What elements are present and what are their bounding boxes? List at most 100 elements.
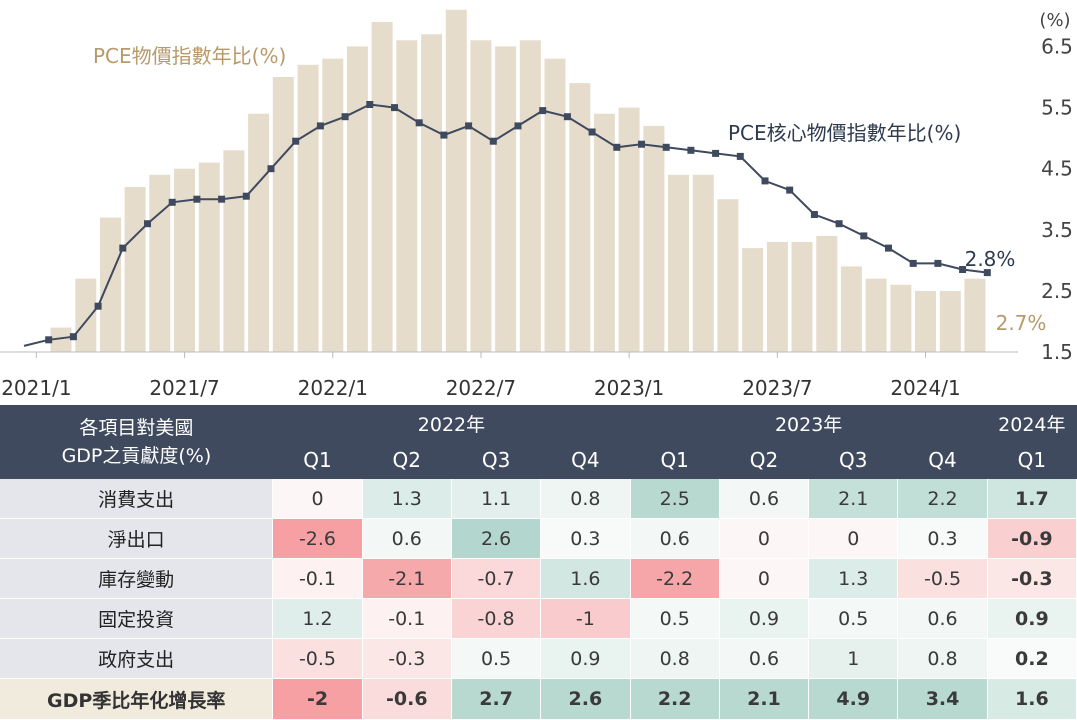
table-cell: -0.6 bbox=[362, 678, 452, 720]
table-cell: 2.5 bbox=[630, 479, 720, 519]
line-point-25 bbox=[638, 140, 645, 148]
table-cell: 2.2 bbox=[630, 678, 720, 720]
bar-5 bbox=[149, 174, 171, 352]
table-cell: 3.4 bbox=[897, 678, 988, 720]
bar-7 bbox=[198, 162, 220, 352]
quarter-header: Q1 bbox=[630, 441, 720, 479]
x-tick-label: 2021/7 bbox=[149, 376, 219, 400]
bar-8 bbox=[223, 150, 245, 352]
table-row: GDP季比年化增長率 -2 -0.6 2.7 2.6 2.2 2.1 4.9 3.4 1.6 bbox=[0, 678, 1077, 720]
row-label: GDP季比年化增長率 bbox=[0, 678, 274, 720]
bar-9 bbox=[248, 113, 270, 352]
table-cell: -0.9 bbox=[987, 518, 1077, 559]
bar-20 bbox=[519, 40, 541, 353]
line-point-28 bbox=[712, 149, 720, 157]
line-point-27 bbox=[687, 146, 695, 154]
row-label: 政府支出 bbox=[0, 638, 274, 679]
line-point-10 bbox=[267, 165, 275, 173]
core-pce-line bbox=[23, 103, 988, 347]
table-cell: 0 bbox=[272, 479, 363, 519]
quarter-header: Q2 bbox=[362, 441, 452, 479]
line-point-14 bbox=[366, 101, 374, 108]
table-cell: 2.6 bbox=[540, 678, 631, 720]
x-tick-label: 2021/1 bbox=[1, 376, 71, 400]
line-point-34 bbox=[860, 232, 868, 240]
table-row: 庫存變動 -0.1 -2.1 -0.7 1.6 -2.2 0 1.3 -0.5 -0.3 bbox=[0, 558, 1077, 599]
line-point-8 bbox=[218, 195, 226, 203]
bar-25 bbox=[643, 125, 665, 353]
row-label: 淨出口 bbox=[0, 518, 274, 559]
bar-19 bbox=[495, 46, 517, 353]
table-cell: 0.2 bbox=[987, 638, 1077, 679]
line-point-15 bbox=[391, 104, 398, 112]
table-cell: 0.5 bbox=[451, 638, 542, 679]
bar-26 bbox=[668, 174, 689, 352]
line-series-label: PCE核心物價指數年比(%) bbox=[728, 121, 961, 145]
table-cell: -0.1 bbox=[362, 598, 452, 639]
y-tick-label: 4.5 bbox=[1041, 157, 1073, 181]
table-cell: 1.7 bbox=[987, 479, 1077, 519]
bar-series-pce bbox=[50, 9, 986, 353]
line-point-16 bbox=[415, 119, 423, 127]
line-point-33 bbox=[835, 220, 843, 228]
line-series-core-pce bbox=[23, 101, 991, 347]
table-cell: 2.1 bbox=[808, 479, 899, 519]
table-cell: 0.6 bbox=[362, 518, 452, 559]
table-cell: 0.6 bbox=[719, 479, 810, 519]
bar-21 bbox=[544, 58, 566, 352]
bar-13 bbox=[346, 46, 368, 353]
bar-11 bbox=[297, 64, 319, 353]
table-cell: 0 bbox=[719, 558, 810, 599]
bar-15 bbox=[396, 40, 418, 353]
row-label: 固定投資 bbox=[0, 598, 274, 639]
bar-14 bbox=[371, 22, 393, 352]
line-point-26 bbox=[662, 143, 670, 151]
table-cell: 1.3 bbox=[362, 479, 452, 519]
line-point-17 bbox=[440, 131, 448, 139]
line-end-label: 2.8% bbox=[965, 247, 1016, 271]
row-label: 庫存變動 bbox=[0, 558, 274, 599]
bar-36 bbox=[915, 290, 936, 352]
line-point-13 bbox=[341, 113, 349, 121]
table-row: 淨出口 -2.6 0.6 2.6 0.3 0.6 0 0 0.3 -0.9 bbox=[0, 518, 1077, 559]
pce-chart: 6.55.54.53.52.51.5 2021/1 2021/7 2022/1 202… bbox=[0, 9, 1073, 400]
y-tick-label: 6.5 bbox=[1041, 34, 1073, 58]
table-cell: -0.5 bbox=[897, 558, 988, 599]
table-cell: 0.9 bbox=[540, 638, 631, 679]
line-point-19 bbox=[489, 137, 497, 145]
bar-22 bbox=[569, 83, 591, 352]
table-cell: 0.9 bbox=[987, 598, 1077, 639]
quarter-header: Q3 bbox=[808, 441, 898, 479]
bar-28 bbox=[717, 199, 739, 352]
table-corner-label: 各項目對美國 GDP之貢獻度(%) bbox=[0, 405, 273, 479]
year-header-2022: 2022年 bbox=[272, 405, 631, 441]
table-cell: 0 bbox=[719, 518, 810, 559]
y-tick-label: 3.5 bbox=[1041, 218, 1073, 242]
bar-31 bbox=[791, 242, 813, 352]
table-cell: 2.7 bbox=[451, 678, 542, 720]
x-tick-label: 2022/7 bbox=[446, 376, 516, 400]
line-point-23 bbox=[588, 128, 596, 136]
line-point-32 bbox=[810, 211, 818, 218]
table-cell: 0.8 bbox=[630, 638, 720, 679]
line-point-1 bbox=[45, 336, 53, 344]
bar-27 bbox=[692, 174, 714, 352]
line-point-38 bbox=[959, 266, 967, 273]
table-cell: 4.9 bbox=[808, 678, 899, 720]
bar-10 bbox=[272, 77, 294, 352]
bar-33 bbox=[840, 266, 862, 352]
table-cell: -0.3 bbox=[362, 638, 452, 679]
year-header-2024: 2024年 bbox=[987, 405, 1077, 441]
table-cell: 0.6 bbox=[897, 598, 988, 639]
table-cell: -2.6 bbox=[272, 518, 363, 559]
gdp-contribution-table: 各項目對美國 GDP之貢獻度(%) 2022年 2023年 2024年 Q1 Q2… bbox=[0, 405, 1077, 720]
x-tick-label: 2023/1 bbox=[594, 376, 664, 400]
table-cell: 1.2 bbox=[272, 598, 363, 639]
table-cell: -2.2 bbox=[630, 558, 720, 599]
table-cell: 0.9 bbox=[719, 598, 810, 639]
table-cell: 0.5 bbox=[630, 598, 720, 639]
table-row: 政府支出 -0.5 -0.3 0.5 0.9 0.8 0.6 1 0.8 0.2 bbox=[0, 638, 1077, 679]
line-point-18 bbox=[465, 122, 473, 130]
table-cell: 0.6 bbox=[630, 518, 720, 559]
bar-16 bbox=[421, 34, 443, 352]
